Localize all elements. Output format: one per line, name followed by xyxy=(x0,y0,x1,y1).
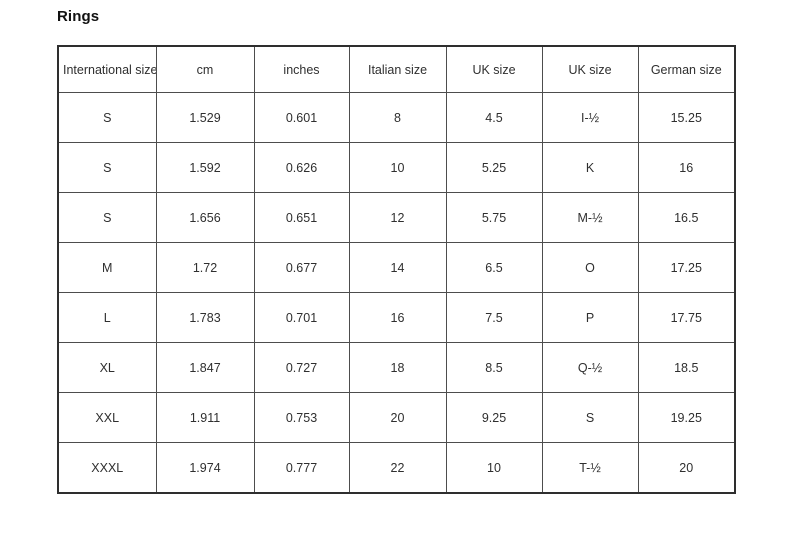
table-cell: 8 xyxy=(348,92,447,143)
table-cell: 15.25 xyxy=(637,92,736,143)
table-cell: 16 xyxy=(348,292,447,343)
table-cell: 18 xyxy=(348,342,447,393)
table-cell: 1.592 xyxy=(155,142,255,193)
table-cell: 1.911 xyxy=(155,392,255,443)
table-cell: 17.75 xyxy=(637,292,736,343)
table-cell: 0.727 xyxy=(253,342,350,393)
column-header: UK size xyxy=(445,45,543,93)
table-cell: 20 xyxy=(348,392,447,443)
table-cell: 0.777 xyxy=(253,442,350,494)
table-cell: 5.75 xyxy=(445,192,543,243)
column-header: inches xyxy=(253,45,350,93)
table-cell: P xyxy=(541,292,639,343)
table-cell: K xyxy=(541,142,639,193)
table-cell: 1.847 xyxy=(155,342,255,393)
table-row: XL 1.847 0.727 18 8.5 Q-½ 18.5 xyxy=(57,342,736,393)
table-cell: M-½ xyxy=(541,192,639,243)
table-cell: 7.5 xyxy=(445,292,543,343)
table-cell: T-½ xyxy=(541,442,639,494)
table-cell: Q-½ xyxy=(541,342,639,393)
table-cell: 0.677 xyxy=(253,242,350,293)
table-row: S 1.656 0.651 12 5.75 M-½ 16.5 xyxy=(57,192,736,243)
table-cell: M xyxy=(57,242,157,293)
table-cell: S xyxy=(57,92,157,143)
page-title: Rings xyxy=(57,8,100,25)
table-cell: 10 xyxy=(348,142,447,193)
table-cell: I-½ xyxy=(541,92,639,143)
table-cell: S xyxy=(541,392,639,443)
table-cell: 16.5 xyxy=(637,192,736,243)
table-cell: 0.701 xyxy=(253,292,350,343)
table-cell: L xyxy=(57,292,157,343)
table-cell: XL xyxy=(57,342,157,393)
table-cell: 22 xyxy=(348,442,447,494)
table-cell: 1.656 xyxy=(155,192,255,243)
table-cell: 5.25 xyxy=(445,142,543,193)
table-row: L 1.783 0.701 16 7.5 P 17.75 xyxy=(57,292,736,343)
table-cell: 19.25 xyxy=(637,392,736,443)
table-cell: 4.5 xyxy=(445,92,543,143)
table-cell: 0.753 xyxy=(253,392,350,443)
table-row: XXXL 1.974 0.777 22 10 T-½ 20 xyxy=(57,442,736,494)
column-header: German size xyxy=(637,45,736,93)
table-cell: 6.5 xyxy=(445,242,543,293)
table-cell: 0.601 xyxy=(253,92,350,143)
table-row: S 1.529 0.601 8 4.5 I-½ 15.25 xyxy=(57,92,736,143)
header-row: International size cm inches Italian size UK… xyxy=(57,45,736,93)
table-cell: 1.974 xyxy=(155,442,255,494)
table-row: XXL 1.911 0.753 20 9.25 S 19.25 xyxy=(57,392,736,443)
column-header: International size xyxy=(57,45,157,93)
rings-size-table: International size cm inches Italian size UK… xyxy=(57,45,736,494)
column-header: UK size xyxy=(541,45,639,93)
table-row: S 1.592 0.626 10 5.25 K 16 xyxy=(57,142,736,193)
table-cell: 20 xyxy=(637,442,736,494)
table-cell: 0.651 xyxy=(253,192,350,243)
table-cell: 9.25 xyxy=(445,392,543,443)
table-cell: 10 xyxy=(445,442,543,494)
table-cell: 8.5 xyxy=(445,342,543,393)
table-cell: XXXL xyxy=(57,442,157,494)
table-cell: 18.5 xyxy=(637,342,736,393)
table-cell: 16 xyxy=(637,142,736,193)
table-cell: S xyxy=(57,192,157,243)
table-cell: 1.783 xyxy=(155,292,255,343)
column-header: Italian size xyxy=(348,45,447,93)
table-body: S 1.529 0.601 8 4.5 I-½ 15.25 S 1.592 0.626 10 5.25… xyxy=(57,92,736,494)
table-cell: 0.626 xyxy=(253,142,350,193)
table-cell: XXL xyxy=(57,392,157,443)
table-cell: 1.72 xyxy=(155,242,255,293)
table-row: M 1.72 0.677 14 6.5 O 17.25 xyxy=(57,242,736,293)
column-header: cm xyxy=(155,45,255,93)
table-cell: 1.529 xyxy=(155,92,255,143)
table-cell: 12 xyxy=(348,192,447,243)
table-cell: 17.25 xyxy=(637,242,736,293)
table-cell: 14 xyxy=(348,242,447,293)
table-cell: O xyxy=(541,242,639,293)
table-cell: S xyxy=(57,142,157,193)
